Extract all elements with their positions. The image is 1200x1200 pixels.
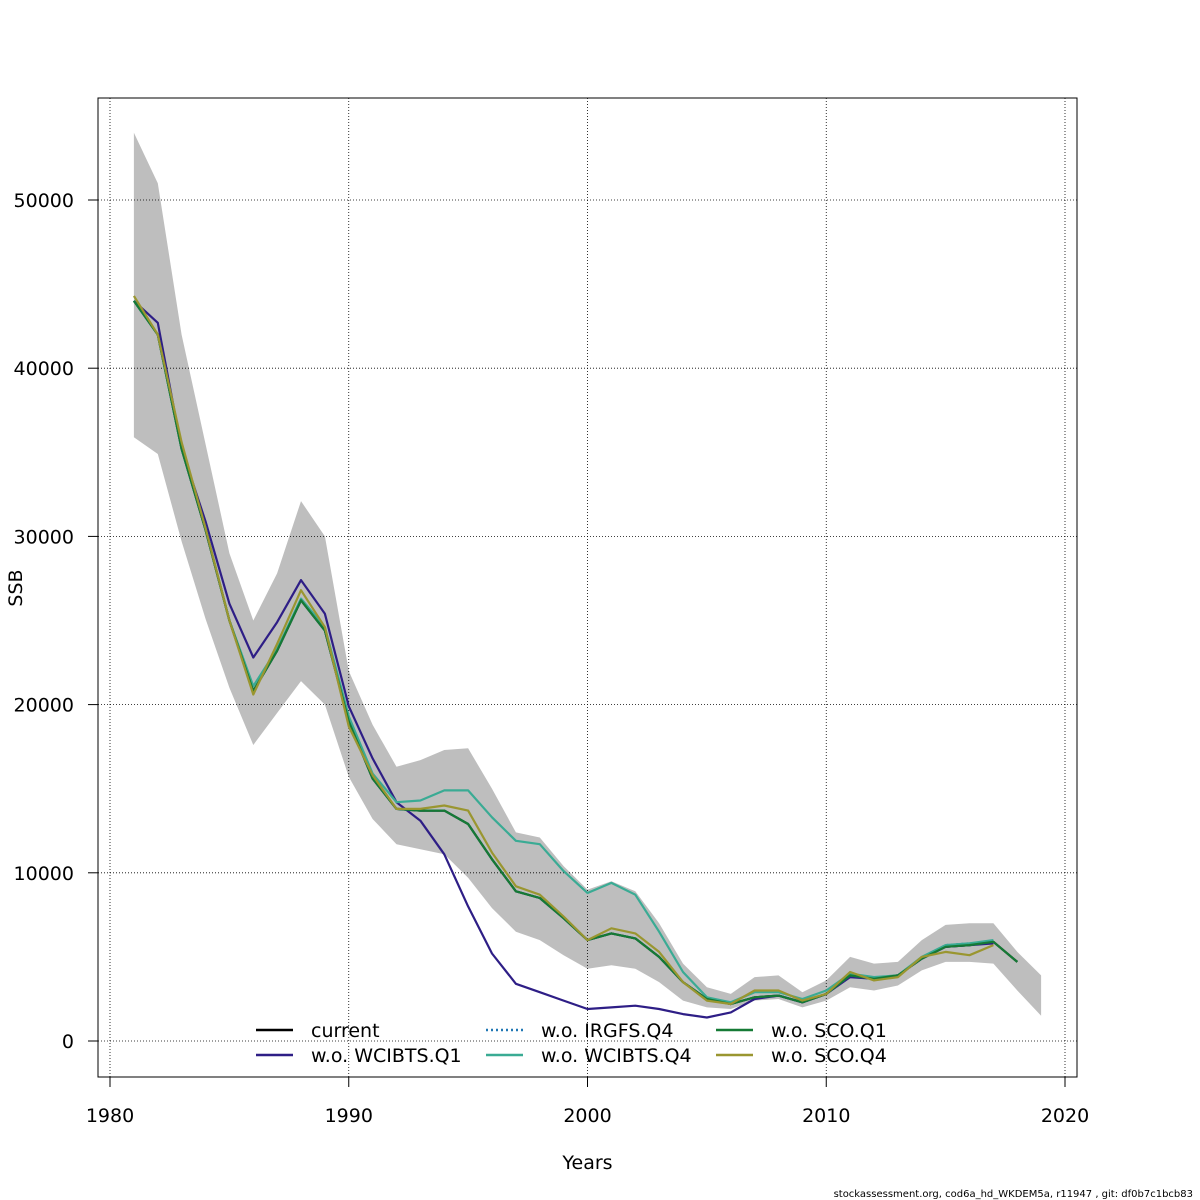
x-axis-title: Years [561,1152,612,1174]
y-tick-label: 0 [62,1031,74,1053]
y-tick-label: 50000 [14,190,74,212]
x-tick-label: 1990 [325,1105,373,1127]
confidence-band [133,132,1042,1016]
confidence-band-layer [133,132,1042,1016]
legend-label: w.o. SCO.Q1 [771,1020,887,1042]
y-tick-label: 30000 [14,526,74,548]
y-tick-label: 40000 [14,358,74,380]
grid-layer [98,98,1077,1077]
x-tick-label: 2010 [802,1105,850,1127]
y-tick-label: 10000 [14,863,74,885]
legend-label: w.o. WCIBTS.Q4 [541,1045,692,1067]
y-axis-title: SSB [5,569,27,606]
legend-label: current [311,1020,380,1042]
series-layer [134,296,1041,1018]
legend-label: w.o. IRGFS.Q4 [541,1020,673,1042]
legend-label: w.o. SCO.Q4 [771,1045,887,1067]
x-tick-label: 1980 [86,1105,134,1127]
footer-credit: stockassessment.org, cod6a_hd_WKDEM5a, r… [834,1189,1193,1200]
x-tick-label: 2000 [563,1105,611,1127]
axis-layer: 1980 1990 2000 2010 2020 0 10000 20000 30000 4000… [14,190,1090,1127]
legend: current w.o. WCIBTS.Q1 w.o. IRGFS.Q4 w.o. W… [256,1020,887,1067]
legend-label: w.o. WCIBTS.Q1 [311,1045,462,1067]
y-tick-label: 20000 [14,695,74,717]
x-tick-label: 2020 [1041,1105,1089,1127]
